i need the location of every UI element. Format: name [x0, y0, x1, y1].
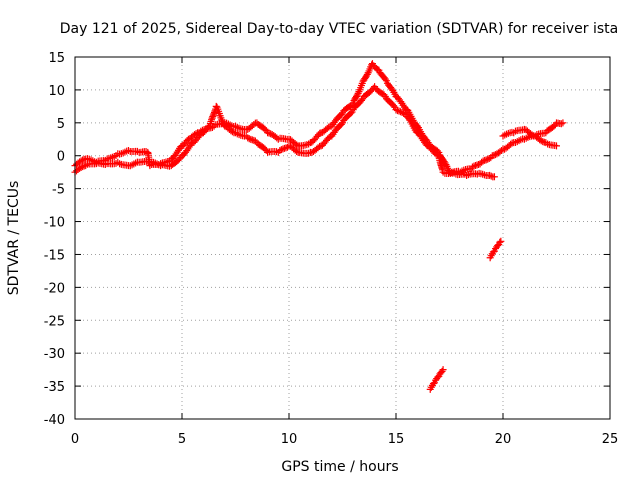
data-point: [325, 123, 333, 131]
data-point: [353, 91, 361, 99]
y-tick-label: 15: [48, 51, 65, 66]
data-point: [390, 102, 398, 110]
data-point: [352, 92, 360, 100]
data-point: [392, 106, 400, 114]
data-point: [439, 366, 447, 374]
data-point: [245, 135, 253, 143]
data-point: [77, 163, 85, 171]
data-point: [496, 238, 504, 246]
data-point: [405, 115, 413, 123]
data-point: [470, 162, 478, 170]
grid-lines: [75, 57, 610, 419]
y-tick-label: -35: [44, 380, 65, 395]
data-point: [537, 137, 545, 145]
data-point: [479, 170, 487, 178]
data-point: [101, 160, 109, 168]
y-axis-label: SDTVAR / TECUs: [6, 181, 22, 296]
data-point: [218, 118, 226, 126]
y-tick-label: -10: [44, 216, 65, 231]
y-tick-label: -15: [44, 248, 65, 263]
series-track-c: [499, 125, 560, 150]
x-tick-label: 10: [281, 432, 298, 447]
series-track-b: [71, 83, 498, 181]
data-point: [381, 75, 389, 83]
data-point: [77, 157, 85, 165]
data-point: [358, 96, 366, 104]
x-tick-label: 15: [388, 432, 405, 447]
data-point: [482, 156, 490, 164]
x-axis-label: GPS time / hours: [281, 459, 398, 475]
data-point: [557, 120, 565, 128]
y-tick-label: -40: [44, 413, 65, 428]
data-point: [337, 111, 345, 119]
data-point: [559, 119, 567, 127]
data-point: [79, 156, 87, 164]
data-point: [347, 109, 355, 117]
data-point: [486, 171, 494, 179]
data-point: [528, 131, 536, 139]
y-tick-label: -20: [44, 281, 65, 296]
y-tick-label: 10: [48, 84, 65, 99]
data-point: [108, 153, 116, 161]
y-tick-label: 0: [57, 150, 65, 165]
chart-title: Day 121 of 2025, Sidereal Day-to-day VTE…: [60, 21, 618, 37]
data-point: [228, 128, 236, 136]
data-point: [130, 160, 138, 168]
data-point: [553, 142, 560, 150]
series-track-d: [486, 237, 505, 262]
plot-frame: [74, 56, 611, 420]
data-point: [265, 129, 273, 137]
data-points: [71, 60, 567, 393]
y-tick-label: -25: [44, 314, 65, 329]
y-tick-label: -5: [52, 183, 65, 198]
axis-ticks: 0 5 10 15 20 25 15 10 5 0 -5 -10 -15 -20 -25 -30 -35 -40: [44, 51, 619, 447]
data-point: [293, 147, 301, 155]
data-point: [244, 134, 252, 142]
data-point: [497, 147, 505, 155]
data-point: [497, 237, 505, 245]
data-point: [362, 72, 370, 80]
data-point: [490, 151, 498, 159]
x-tick-label: 20: [495, 432, 512, 447]
data-point: [79, 163, 87, 171]
data-point: [484, 155, 492, 163]
data-point: [82, 162, 90, 170]
data-point: [293, 141, 301, 149]
data-point: [539, 138, 547, 146]
data-point: [415, 129, 423, 137]
data-point: [490, 173, 498, 181]
x-tick-label: 5: [178, 432, 186, 447]
data-point: [397, 108, 405, 116]
data-point: [337, 120, 345, 128]
x-tick-label: 25: [602, 432, 619, 447]
data-point: [276, 147, 284, 155]
data-point: [395, 107, 403, 115]
y-tick-label: -30: [44, 347, 65, 362]
x-tick-label: 0: [71, 432, 79, 447]
data-point: [503, 130, 511, 138]
data-point: [277, 146, 285, 154]
series-track-e: [426, 366, 447, 393]
y-tick-label: 5: [57, 117, 65, 132]
data-point: [468, 163, 476, 171]
data-point: [363, 70, 371, 78]
data-point: [487, 172, 495, 180]
